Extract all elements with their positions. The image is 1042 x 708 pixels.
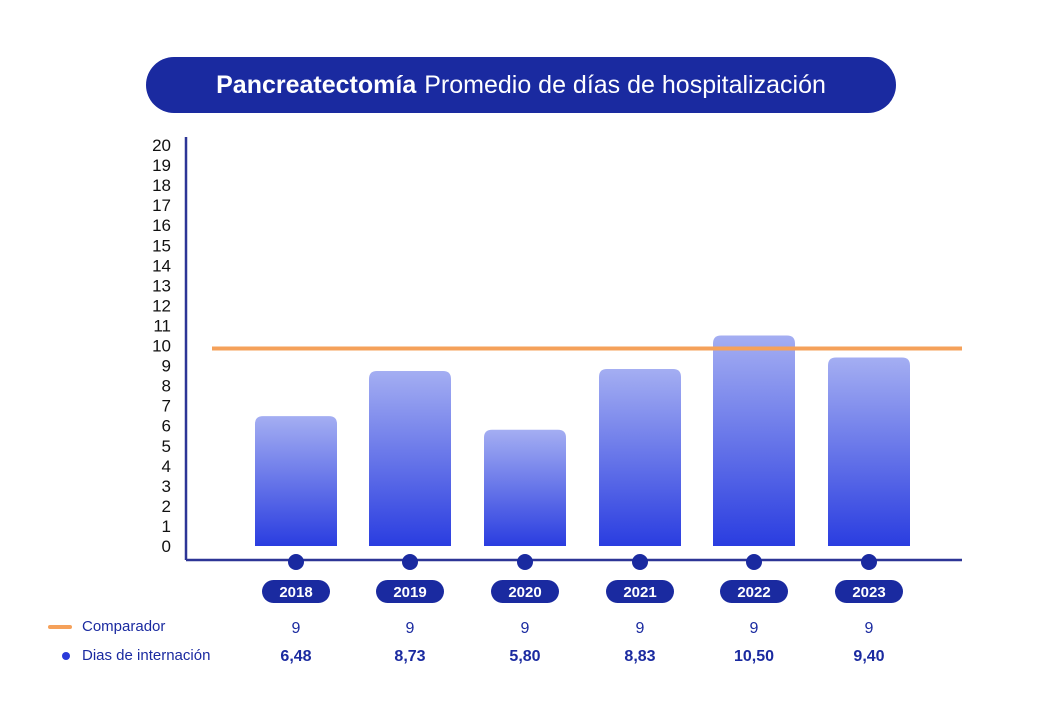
y-tick-label: 16	[152, 216, 171, 235]
year-pill-2023: 2023	[835, 580, 903, 603]
y-tick-label: 14	[152, 256, 171, 275]
days-value-2023: 9,40	[853, 648, 885, 665]
axis-dot-2021	[632, 554, 648, 570]
year-pill-2020: 2020	[491, 580, 559, 603]
y-tick-label: 3	[162, 477, 171, 496]
x-tick-label: 2020	[508, 584, 541, 601]
axis-dot-2023	[861, 554, 877, 570]
axis-dot-2018	[288, 554, 304, 570]
y-tick-label: 1	[162, 517, 171, 536]
chart-title-bold: Pancreatectomía	[216, 70, 417, 99]
y-tick-label: 13	[152, 276, 171, 295]
x-tick-label: 2019	[393, 584, 426, 601]
axis-dot-2019	[402, 554, 418, 570]
bar-2019	[369, 370, 451, 546]
y-tick-label: 19	[152, 156, 171, 175]
x-tick-label: 2021	[623, 584, 656, 601]
days-value-2021: 8,83	[624, 648, 656, 665]
year-pill-bg	[262, 580, 330, 603]
days-value-2018: 6,48	[280, 648, 312, 665]
comparator-value-2023: 9	[864, 620, 874, 637]
bar-2022	[713, 335, 795, 546]
days-value-2020: 5,80	[509, 648, 541, 665]
comparator-line-swatch	[48, 624, 72, 629]
days-value-2019: 8,73	[394, 648, 426, 665]
y-tick-label: 15	[152, 236, 171, 255]
bar-2018	[255, 416, 337, 546]
y-tick-label: 12	[152, 296, 171, 315]
year-pill-bg	[835, 580, 903, 603]
comparator-value-2018: 9	[291, 620, 301, 637]
y-tick-label: 18	[152, 176, 171, 195]
comparator-value-2022: 9	[749, 620, 759, 637]
year-pill-2019: 2019	[376, 580, 444, 603]
y-tick-label: 2	[162, 497, 171, 516]
x-tick-label: 2018	[279, 584, 312, 601]
year-pill-bg	[376, 580, 444, 603]
y-tick-label: 5	[162, 437, 171, 456]
comparator-value-2019: 9	[405, 620, 415, 637]
x-tick-label: 2023	[852, 584, 885, 601]
legend-comparator-label: Comparador	[82, 618, 166, 635]
y-tick-label: 20	[152, 136, 171, 155]
comparator-value-2020: 9	[520, 620, 530, 637]
y-tick-label: 8	[162, 377, 171, 396]
bar-2023	[828, 357, 910, 546]
year-pill-bg	[720, 580, 788, 603]
bar-2021	[599, 368, 681, 546]
days-dot-swatch	[62, 651, 70, 660]
axis-dot-2020	[517, 554, 533, 570]
chart-title: Pancreatectomía Promedio de días de hosp…	[146, 57, 896, 113]
year-pill-bg	[491, 580, 559, 603]
y-tick-label: 6	[162, 417, 171, 436]
year-pill-2021: 2021	[606, 580, 674, 603]
bar-2020	[484, 429, 566, 546]
legend-days: Dias de internación	[48, 647, 210, 664]
axis-dot-2022	[746, 554, 762, 570]
y-tick-label: 0	[162, 537, 171, 556]
y-tick-label: 9	[162, 357, 171, 376]
x-tick-label: 2022	[737, 584, 770, 601]
y-tick-label: 4	[162, 457, 171, 476]
legend-days-label: Dias de internación	[82, 647, 211, 664]
legend-comparator: Comparador	[48, 618, 165, 635]
chart-title-rest: Promedio de días de hospitalización	[424, 70, 826, 99]
year-pill-bg	[606, 580, 674, 603]
comparator-value-2021: 9	[635, 620, 645, 637]
days-value-2022: 10,50	[733, 648, 775, 665]
year-pill-2022: 2022	[720, 580, 788, 603]
year-pill-2018: 2018	[262, 580, 330, 603]
y-tick-label: 17	[152, 196, 171, 215]
y-tick-label: 11	[153, 316, 171, 335]
y-tick-label: 7	[162, 397, 171, 416]
y-tick-label: 10	[152, 337, 171, 356]
